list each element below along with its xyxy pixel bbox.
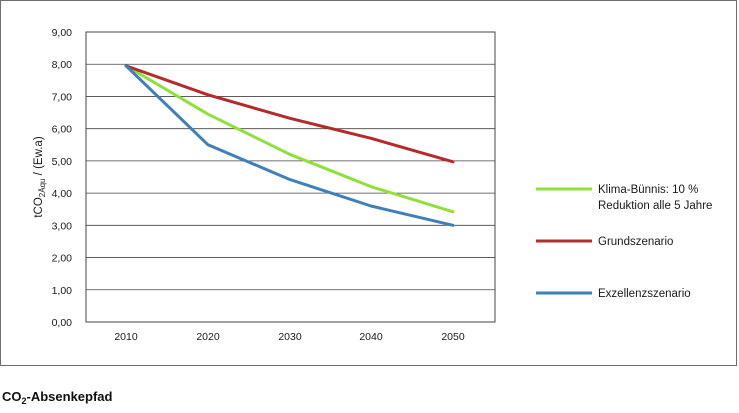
chart-svg: 0,00 1,00 2,00 3,00 4,00 5,00 6,00 7,00 8,00 9,00…	[33, 27, 712, 343]
y-tick-label: 7,00	[52, 91, 73, 103]
y-tick-label: 5,00	[52, 156, 73, 168]
y-axis-ticks: 0,00 1,00 2,00 3,00 4,00 5,00 6,00 7,00 8,00 9,00	[52, 27, 73, 329]
x-axis-ticks: 2010 2020 2030 2040 2050	[114, 331, 465, 343]
legend-label-klima: Klima-Bünnis: 10 %	[598, 184, 698, 196]
series-line-exzellenz	[124, 64, 455, 227]
legend: Klima-Bünnis: 10 % Reduktion alle 5 Jahre…	[536, 184, 712, 300]
series-lines	[124, 64, 455, 227]
plot-area	[85, 31, 496, 323]
series-line-grund	[124, 64, 455, 164]
x-tick-label: 2030	[278, 331, 302, 343]
x-tick-label: 2050	[441, 331, 465, 343]
y-tick-label: 9,00	[52, 27, 73, 39]
y-tick-label: 2,00	[52, 253, 73, 265]
y-tick-label: 1,00	[52, 285, 73, 297]
chart-frame	[0, 0, 737, 366]
y-tick-label: 3,00	[52, 220, 73, 232]
x-tick-label: 2010	[114, 331, 138, 343]
y-axis-label: tCO2Äqu / (Ew.a)	[33, 136, 47, 217]
x-tick-label: 2040	[359, 331, 383, 343]
legend-label-klima-line2: Reduktion alle 5 Jahre	[598, 200, 712, 212]
y-tick-label: 8,00	[52, 59, 73, 71]
legend-label-grund: Grundszenario	[598, 236, 673, 248]
y-tick-label: 4,00	[52, 188, 73, 200]
grid	[86, 63, 495, 291]
figure-caption: CO2-Absenkepfad	[2, 389, 113, 406]
y-tick-label: 0,00	[52, 317, 73, 329]
legend-label-exzellenz: Exzellenzszenario	[598, 288, 691, 300]
x-tick-label: 2020	[196, 331, 220, 343]
series-line-klima	[124, 64, 455, 214]
y-tick-label: 6,00	[52, 124, 73, 136]
